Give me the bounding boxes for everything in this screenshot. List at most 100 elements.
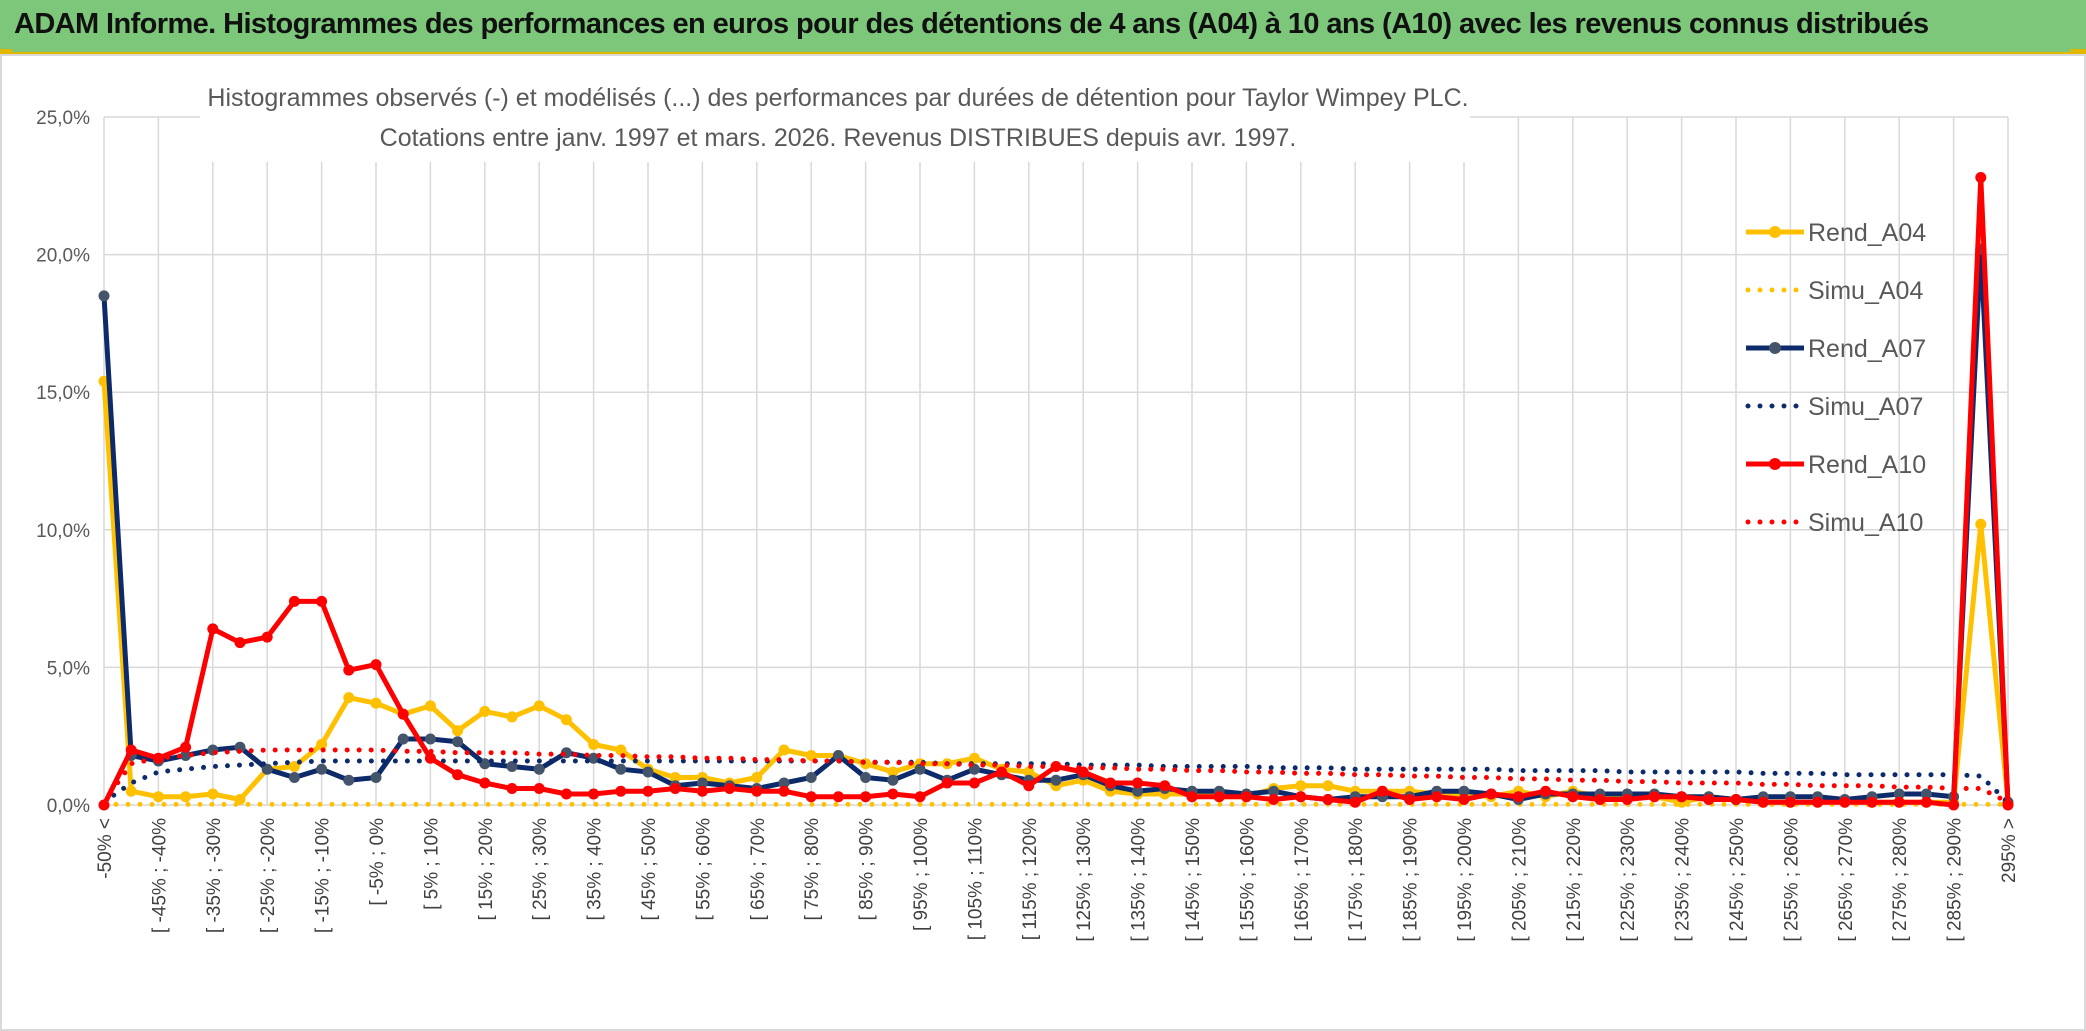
banner-accent-right [2070, 49, 2086, 54]
chart-series [98, 172, 2014, 811]
x-tick-label: [ 175% ; 180% [1346, 818, 1367, 942]
legend-label: Rend_A10 [1808, 451, 1926, 479]
data-point-rend_a07 [696, 777, 708, 789]
x-tick-label: [ 155% ; 160% [1237, 818, 1258, 942]
chart-subtitle: Cotations entre janv. 1997 et mars. 2026… [380, 124, 1297, 152]
data-point-rend_a10 [316, 595, 328, 607]
banner-accent-left [0, 49, 12, 54]
chart-title-background [200, 76, 1470, 162]
y-tick-label: 15,0% [36, 383, 90, 404]
data-point-rend_a10 [1703, 793, 1715, 805]
data-point-rend_a04 [1975, 518, 1987, 530]
data-point-rend_a04 [615, 744, 627, 756]
data-point-rend_a07 [180, 749, 192, 761]
title-banner: ADAM Informe. Histogrammes des performan… [0, 0, 2086, 54]
data-point-rend_a04 [588, 738, 600, 750]
data-point-rend_a10 [941, 777, 953, 789]
data-point-rend_a10 [1621, 793, 1633, 805]
data-point-rend_a10 [207, 623, 219, 635]
x-tick-label: [ 45% ; 50% [639, 818, 660, 921]
x-tick-label: [ 95% ; 100% [911, 818, 932, 931]
x-tick-label: [ -5% ; 0% [367, 818, 388, 906]
data-point-rend_a04 [152, 791, 164, 803]
data-point-rend_a10 [288, 595, 300, 607]
data-point-rend_a07 [452, 736, 464, 748]
data-point-rend_a10 [1866, 796, 1878, 808]
legend-label: Simu_A10 [1808, 509, 1923, 537]
data-point-rend_a10 [1757, 796, 1769, 808]
data-point-rend_a07 [397, 733, 409, 745]
data-point-rend_a10 [1812, 796, 1824, 808]
data-point-rend_a10 [533, 782, 545, 794]
data-point-rend_a10 [1159, 780, 1171, 792]
legend-item-simu_a10: Simu_A10 [1745, 509, 1923, 537]
data-point-rend_a10 [1948, 799, 1960, 811]
data-point-rend_a10 [125, 744, 137, 756]
report-title: ADAM Informe. Histogrammes des performan… [14, 8, 1929, 40]
legend-marker [1769, 342, 1781, 354]
data-point-rend_a10 [1676, 791, 1688, 803]
data-point-rend_a10 [261, 631, 273, 643]
x-tick-label: 295% > [1999, 818, 2020, 883]
x-tick-label: [ 135% ; 140% [1129, 818, 1150, 942]
data-point-rend_a04 [370, 697, 382, 709]
data-point-rend_a10 [1839, 796, 1851, 808]
x-tick-label: -50% < [95, 818, 116, 879]
data-point-rend_a07 [316, 763, 328, 775]
data-point-rend_a10 [1104, 777, 1116, 789]
data-point-rend_a10 [1485, 788, 1497, 800]
data-point-rend_a04 [316, 738, 328, 750]
data-point-rend_a10 [1784, 796, 1796, 808]
data-point-rend_a07 [778, 777, 790, 789]
chart-grid [103, 116, 2009, 806]
series-line-rend_a04 [101, 381, 2011, 805]
legend-label: Rend_A07 [1808, 335, 1926, 363]
series-line-simu_a10 [101, 747, 2011, 805]
x-tick-label: [ -15% ; -10% [313, 818, 334, 933]
data-point-rend_a10 [479, 777, 491, 789]
data-point-rend_a10 [1920, 796, 1932, 808]
data-point-rend_a10 [1268, 793, 1280, 805]
x-tick-label: [ 265% ; 270% [1836, 818, 1857, 942]
x-tick-label: [ 145% ; 150% [1183, 818, 1204, 942]
data-point-rend_a07 [1268, 785, 1280, 797]
data-point-rend_a04 [424, 700, 436, 712]
data-point-rend_a07 [1458, 785, 1470, 797]
chart-frame [0, 54, 2086, 1031]
data-point-rend_a07 [805, 771, 817, 783]
data-point-rend_a07 [914, 763, 926, 775]
legend-label: Simu_A07 [1808, 393, 1923, 421]
data-point-rend_a10 [751, 785, 763, 797]
data-point-rend_a10 [1458, 793, 1470, 805]
data-point-rend_a10 [1240, 791, 1252, 803]
data-point-rend_a04 [506, 711, 518, 723]
data-point-rend_a10 [832, 791, 844, 803]
x-tick-label: [ 65% ; 70% [748, 818, 769, 921]
x-tick-label: [ 185% ; 190% [1401, 818, 1422, 942]
x-tick-label: [ 165% ; 170% [1292, 818, 1313, 942]
data-point-rend_a04 [533, 700, 545, 712]
data-point-rend_a07 [98, 290, 110, 302]
x-tick-label: [ -25% ; -20% [258, 818, 279, 933]
chart-title: Histogrammes observés (-) et modélisés (… [207, 84, 1468, 112]
data-point-rend_a10 [1376, 785, 1388, 797]
data-point-rend_a10 [1322, 793, 1334, 805]
x-tick-label: [ 125% ; 130% [1074, 818, 1095, 942]
data-point-rend_a10 [1540, 785, 1552, 797]
legend-label: Rend_A04 [1808, 219, 1926, 247]
y-tick-label: 20,0% [36, 246, 90, 267]
data-point-rend_a10 [805, 791, 817, 803]
data-point-rend_a10 [424, 752, 436, 764]
data-point-rend_a10 [98, 799, 110, 811]
legend-label: Simu_A04 [1808, 277, 1923, 305]
data-point-rend_a10 [234, 637, 246, 649]
data-point-rend_a04 [452, 725, 464, 737]
data-point-rend_a07 [424, 733, 436, 745]
data-point-rend_a07 [506, 760, 518, 772]
legend-item-simu_a07: Simu_A07 [1745, 393, 1923, 421]
data-point-rend_a07 [479, 758, 491, 770]
data-point-rend_a04 [343, 692, 355, 704]
data-point-rend_a10 [1648, 791, 1660, 803]
y-axis-ticks: 0,0% 5,0% 10,0% 15,0% 20,0% 25,0% [36, 108, 90, 817]
